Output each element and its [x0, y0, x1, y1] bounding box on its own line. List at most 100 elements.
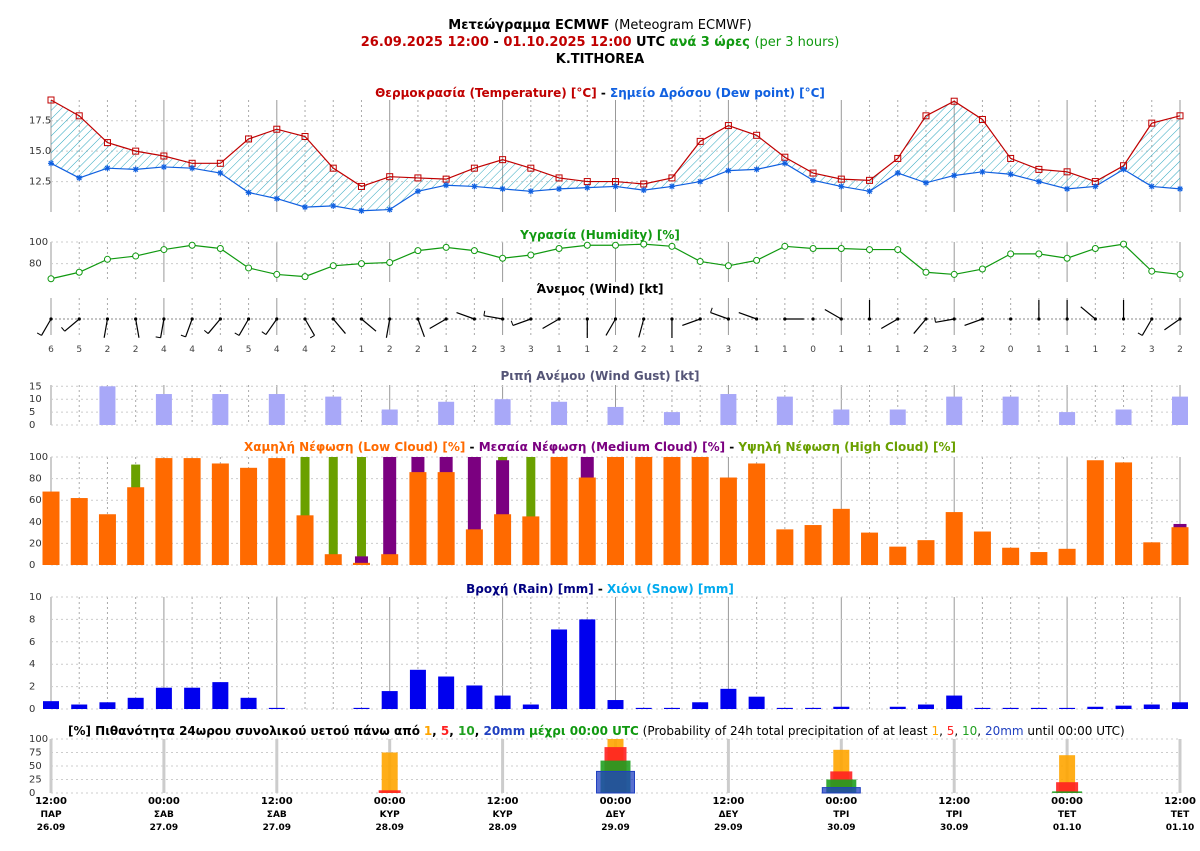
temperature-point — [753, 131, 761, 139]
dewpoint-point — [132, 166, 139, 173]
humidity-point — [978, 265, 986, 273]
wind-speed-label: 2 — [697, 345, 703, 355]
temperature-point — [809, 169, 817, 177]
low-cloud-bar — [296, 515, 314, 565]
wind-station-dot — [952, 317, 956, 321]
wind-barb-feather — [36, 332, 42, 336]
low-cloud-bar — [352, 562, 370, 565]
wind-barb — [638, 318, 645, 338]
rain-bar — [1172, 702, 1188, 709]
humidity-point — [216, 244, 224, 252]
low-cloud-bar — [1086, 460, 1104, 565]
low-cloud-bar — [1058, 548, 1076, 565]
cloud-sep-1: - — [465, 440, 479, 454]
temperature-point — [245, 135, 253, 143]
low-cloud-bar — [917, 540, 935, 565]
dewpoint-point — [1120, 166, 1127, 173]
rain-bar — [212, 682, 229, 709]
low-cloud-bar — [522, 516, 540, 565]
wind-speed-label: 2 — [105, 345, 111, 355]
low-cloud-bar — [861, 532, 879, 565]
gust-bar — [1059, 412, 1076, 425]
y-tick-label: 10 — [29, 394, 42, 405]
wind-barb — [185, 318, 193, 338]
dewpoint-point — [527, 188, 534, 195]
gust-bar — [889, 409, 906, 425]
rain-bar — [127, 697, 144, 709]
rain-bar — [692, 702, 709, 709]
rain-bar — [1087, 706, 1104, 709]
temperature-point — [724, 122, 732, 130]
title-bold: Μετεώγραμμα ECMWF — [448, 18, 610, 33]
y-tick-label: 2 — [29, 682, 35, 693]
wind-speed-label: 2 — [613, 345, 619, 355]
x-tick-date: 01.10 — [1053, 823, 1081, 833]
high-cloud-bar — [328, 457, 338, 565]
prob-en-20: 20mm — [984, 724, 1024, 738]
temperature-point — [1007, 154, 1015, 162]
wind-barb — [935, 318, 955, 323]
rain-bar — [1059, 707, 1076, 709]
dewpoint-point — [1035, 178, 1042, 185]
humidity-point — [894, 246, 902, 254]
wind-speed-label: 1 — [782, 345, 788, 355]
y-tick-label: 15.0 — [29, 146, 51, 157]
dewpoint-point — [48, 160, 54, 167]
utc-label: UTC — [636, 35, 665, 50]
wind-speed-label: 2 — [472, 345, 478, 355]
wind-barb — [542, 318, 560, 330]
humidity-point — [809, 244, 817, 252]
temperature-point — [329, 164, 337, 172]
rain-bar — [381, 691, 398, 709]
dewpoint-point — [302, 204, 309, 211]
probability-title: [%] Πιθανότητα 24ωρου συνολικού υετού πά… — [68, 724, 1125, 738]
date-start: 26.09.2025 12:00 — [360, 35, 489, 50]
temperature-point — [950, 97, 958, 105]
humidity-point — [329, 262, 337, 270]
prob-bar-p1 — [381, 752, 398, 793]
dewpoint-point — [951, 172, 958, 179]
temperature-point — [470, 164, 478, 172]
rain-bar — [607, 700, 624, 709]
humidity-point — [1035, 250, 1043, 258]
humidity-point — [866, 246, 874, 254]
temperature-point — [894, 154, 902, 162]
low-cloud-bar — [42, 491, 60, 565]
dewpoint-point — [640, 187, 647, 194]
temperature-point — [357, 182, 365, 190]
humidity-point — [583, 241, 591, 249]
prob-c3: , — [474, 724, 484, 738]
rain-bar — [720, 688, 737, 709]
temperature-point — [696, 137, 704, 145]
dewpoint-point — [471, 183, 478, 190]
low-cloud-bar — [663, 457, 681, 565]
low-cloud-bar — [945, 512, 963, 565]
rain-sep: - — [593, 582, 608, 596]
wind-barb — [1164, 318, 1181, 331]
chart-subtitle: 26.09.2025 12:00 - 01.10.2025 12:00 UTC … — [0, 35, 1200, 50]
humidity-point — [1007, 250, 1015, 258]
wind-speed-label: 2 — [641, 345, 647, 355]
low-cloud-title: Χαμηλή Νέφωση (Low Cloud) [%] — [243, 440, 466, 454]
gust-bar — [1115, 409, 1132, 425]
low-cloud-bar — [465, 529, 483, 565]
dewpoint-point — [76, 174, 83, 181]
low-cloud-bar — [804, 525, 822, 565]
humidity-point — [640, 240, 648, 248]
temperature-point — [1176, 112, 1184, 120]
medium-cloud-bar — [383, 457, 397, 565]
x-tick-time: 12:00 — [487, 796, 519, 807]
dewpoint-point — [217, 170, 224, 177]
x-tick-time: 12:00 — [712, 796, 744, 807]
wind-speed-label: 1 — [584, 345, 590, 355]
low-cloud-bar — [832, 508, 850, 565]
x-tick-day: ΤΡΙ — [946, 810, 962, 820]
wind-speed-label: 3 — [528, 345, 534, 355]
wind-barb — [605, 318, 617, 336]
temperature-point — [922, 112, 930, 120]
y-tick-label: 0 — [29, 704, 35, 715]
temperature-point — [499, 156, 507, 164]
wind-barb — [265, 318, 278, 335]
dewpoint-point — [838, 183, 845, 190]
prob-t5: 5 — [440, 724, 450, 738]
